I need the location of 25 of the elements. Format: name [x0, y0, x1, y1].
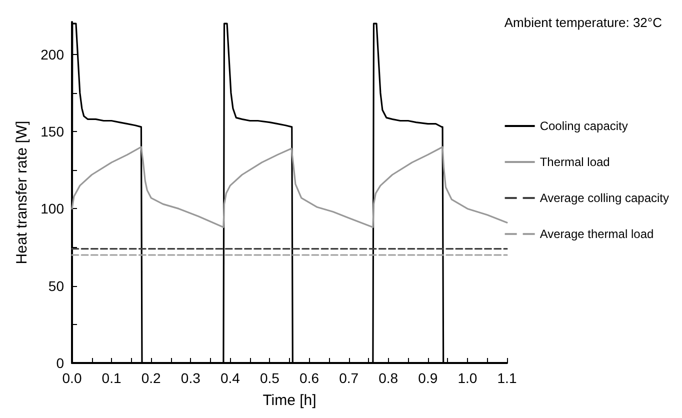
x-tick-label: 0.0: [62, 370, 82, 386]
x-axis-title: Time [h]: [262, 392, 316, 409]
legend-label: Thermal load: [540, 155, 610, 169]
x-tick-label: 0.8: [378, 370, 398, 386]
y-tick-label: 100: [40, 200, 64, 217]
x-tick-label: 0.1: [102, 370, 122, 386]
x-tick-label: 1.0: [458, 370, 478, 386]
x-tick-label: 0.7: [339, 370, 359, 386]
legend-label: Average thermal load: [540, 227, 654, 241]
legend-label: Cooling capacity: [540, 119, 628, 133]
legend-label: Average colling capacity: [540, 191, 669, 205]
x-tick-label: 0.5: [260, 370, 280, 386]
x-tick-label: 0.6: [300, 370, 320, 386]
y-tick-label: 0: [56, 355, 64, 371]
annotation: Ambient temperature: 32°C: [504, 15, 662, 30]
y-tick-label: 150: [40, 124, 64, 140]
x-tick-label: 0.2: [141, 370, 162, 386]
y-tick-label: 50: [48, 278, 64, 294]
x-tick-label: 0.9: [418, 370, 438, 386]
line-series: [71, 146, 508, 228]
y-tick-label: 200: [40, 46, 64, 62]
x-tick-label: 1.1: [497, 370, 517, 386]
y-axis-title: Heat transfer rate [W]: [14, 120, 31, 264]
x-tick-label: 0.4: [220, 370, 240, 386]
x-tick-label: 0.3: [180, 370, 201, 386]
